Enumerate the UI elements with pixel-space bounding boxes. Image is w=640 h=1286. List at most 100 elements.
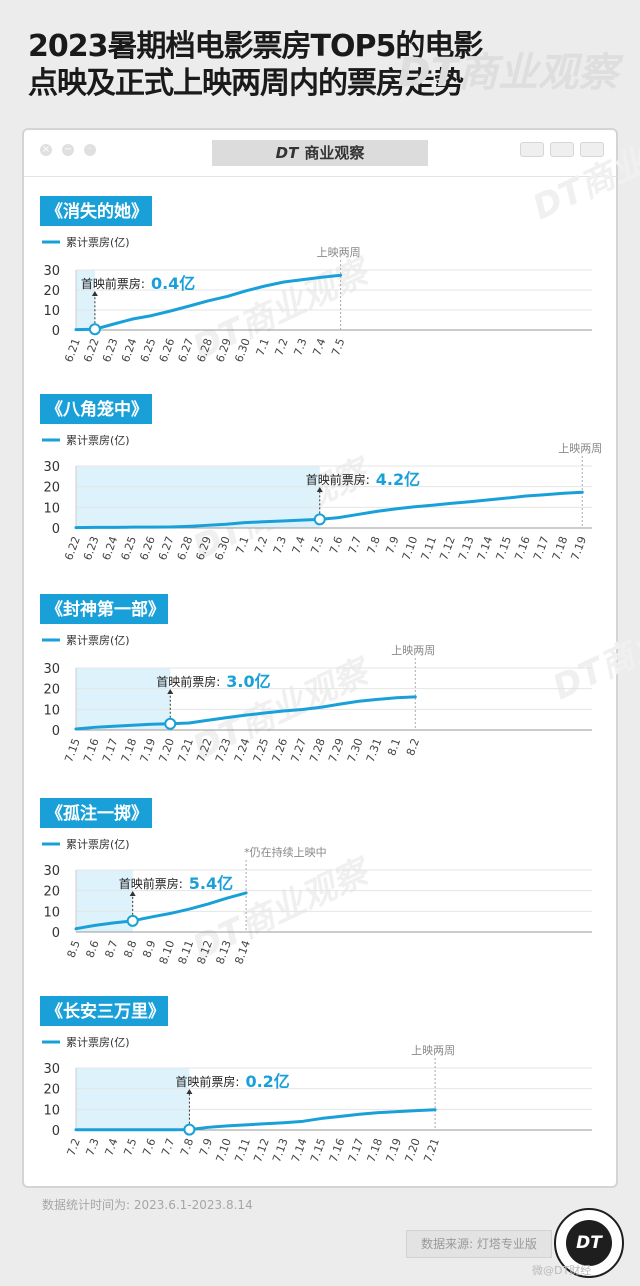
x-tick-label: 7.27: [288, 737, 309, 764]
watermark: DT商业观察: [527, 111, 640, 229]
series-line: [74, 891, 248, 931]
end-marker-label: *仍在持续上映中: [244, 845, 327, 859]
premiere-shade: [76, 668, 171, 730]
premiere-value: 3.0亿: [226, 672, 270, 691]
x-tick-label: 7.15: [62, 737, 83, 764]
x-tick-label: 8.1: [385, 737, 403, 758]
x-tick-label: 7.19: [384, 1137, 405, 1164]
x-tick-label: 7.16: [512, 535, 533, 562]
maximize-icon: ·: [84, 144, 96, 156]
x-tick-label: 7.10: [213, 1137, 234, 1164]
premiere-point: [88, 323, 101, 336]
end-marker-label: 上映两周: [317, 246, 361, 259]
x-tick-label: 8.5: [65, 939, 83, 960]
premiere-label: 首映前票房:: [306, 472, 370, 487]
x-tick-label: 8.9: [140, 939, 158, 960]
y-tick-label: 0: [52, 724, 60, 739]
data-period-note: 数据统计时间为: 2023.6.1-2023.8.14: [42, 1198, 253, 1212]
chart-4: 《孤注一掷》累计票房(亿) 0 10 20 30 *仍在持续上映中 8.5 8.6 8.7 8.8…: [40, 798, 592, 966]
minimize-icon: −: [62, 144, 74, 156]
x-tick-label: 7.1: [233, 535, 251, 556]
y-tick-label: 30: [43, 864, 60, 879]
x-tick-label: 7.21: [175, 737, 196, 764]
y-tick-label: 30: [43, 264, 60, 279]
movie-title-tag: [40, 394, 152, 424]
x-tick-label: 8.7: [102, 939, 120, 960]
y-tick-label: 20: [43, 1083, 60, 1098]
movie-title-tag: [40, 594, 168, 624]
x-tick-label: 8.11: [176, 939, 197, 966]
x-tick-label: 7.17: [346, 1137, 367, 1164]
y-tick-label: 0: [52, 324, 60, 339]
movie-title: 《封神第一部》: [46, 599, 165, 620]
x-tick-label: 7.20: [402, 1137, 423, 1164]
x-tick-label: 7.11: [232, 1137, 253, 1164]
chart-3: 《封神第一部》累计票房(亿)0102030上映两周7.157.167.177.1…: [40, 594, 592, 764]
x-tick-label: 7.4: [102, 1137, 120, 1158]
series-line: [74, 490, 584, 530]
x-tick-label: 7.7: [346, 535, 364, 556]
chart-2: 《八角笼中》累计票房(亿) 0 10 20 30 上映两周 6.226.236.246.25…: [40, 394, 602, 562]
premiere-arrow-icon: [167, 689, 174, 694]
premiere-label: 首映前票房:: [81, 276, 145, 291]
x-tick-label: 7.1: [254, 337, 272, 358]
x-tick-label: 7.14: [475, 535, 496, 562]
x-tick-label: 8.10: [157, 939, 178, 966]
data-source: 数据来源: 灯塔专业版: [406, 1230, 552, 1258]
y-tick-label: 0: [52, 926, 60, 941]
x-tick-label: 7.18: [550, 535, 571, 562]
premiere-value: 0.4亿: [151, 274, 195, 293]
titlebar-divider: [24, 176, 616, 177]
x-tick-label: 7.8: [365, 535, 383, 556]
x-tick-label: 7.5: [121, 1137, 139, 1158]
window-title-text: 商业观察: [304, 144, 365, 162]
y-tick-label: 20: [43, 284, 60, 299]
x-tick-label: 7.15: [308, 1137, 329, 1164]
premiere-arrow-icon: [129, 891, 136, 896]
record-icon: [520, 142, 544, 157]
legend-label: 累计票房(亿): [66, 838, 130, 851]
premiere-value: 4.2亿: [376, 470, 420, 489]
y-tick-label: 20: [43, 481, 60, 496]
x-tick-label: 6.22: [81, 337, 102, 364]
x-tick-label: 6.28: [175, 535, 196, 562]
x-tick-label: 7.12: [251, 1137, 272, 1164]
premiere-arrow-icon: [316, 487, 323, 492]
premiere-point: [183, 1123, 196, 1136]
x-tick-label: 6.26: [157, 337, 178, 364]
x-tick-label: 7.11: [418, 535, 439, 562]
premiere-label: 首映前票房:: [175, 1074, 239, 1089]
x-tick-label: 7.17: [531, 535, 552, 562]
movie-title: 《孤注一掷》: [46, 803, 148, 824]
x-tick-label: 7.3: [84, 1137, 102, 1158]
y-tick-label: 10: [43, 501, 60, 516]
x-tick-label: 7.16: [327, 1137, 348, 1164]
x-tick-label: 6.26: [137, 535, 158, 562]
x-tick-label: 7.8: [178, 1137, 196, 1158]
x-tick-label: 7.5: [308, 535, 326, 556]
x-tick-label: 7.21: [421, 1137, 442, 1164]
x-tick-label: 6.27: [176, 337, 197, 364]
x-tick-label: 7.2: [65, 1137, 83, 1158]
end-marker-label: 上映两周: [391, 644, 435, 657]
x-tick-label: 6.24: [100, 535, 121, 562]
y-tick-label: 30: [43, 1062, 60, 1077]
premiere-shade: [76, 466, 320, 528]
x-tick-label: 6.23: [81, 535, 102, 562]
dt-logo-text: DT: [566, 1220, 612, 1266]
page-title: 2023暑期档电影票房TOP5的电影点映及正式上映两周内的票房走势: [28, 29, 483, 101]
premiere-point: [313, 513, 326, 526]
legend-label: 累计票房(亿): [66, 236, 130, 249]
movie-title-tag: [40, 798, 152, 828]
x-tick-label: 6.24: [119, 337, 140, 364]
y-tick-label: 20: [43, 683, 60, 698]
x-tick-label: 7.9: [197, 1137, 215, 1158]
window-title-brand: DT: [275, 144, 299, 162]
x-tick-label: 6.25: [118, 535, 139, 562]
chart-5: 《长安三万里》累计票房(亿) 0 10 20 30 上映两周 7.2 7.3 7.4 7.5 7.6…: [40, 996, 592, 1164]
x-tick-label: 8.2: [404, 737, 422, 758]
premiere-label: 首映前票房:: [119, 876, 183, 891]
x-tick-label: 7.2: [273, 337, 291, 358]
end-marker-label: 上映两周: [558, 442, 602, 455]
